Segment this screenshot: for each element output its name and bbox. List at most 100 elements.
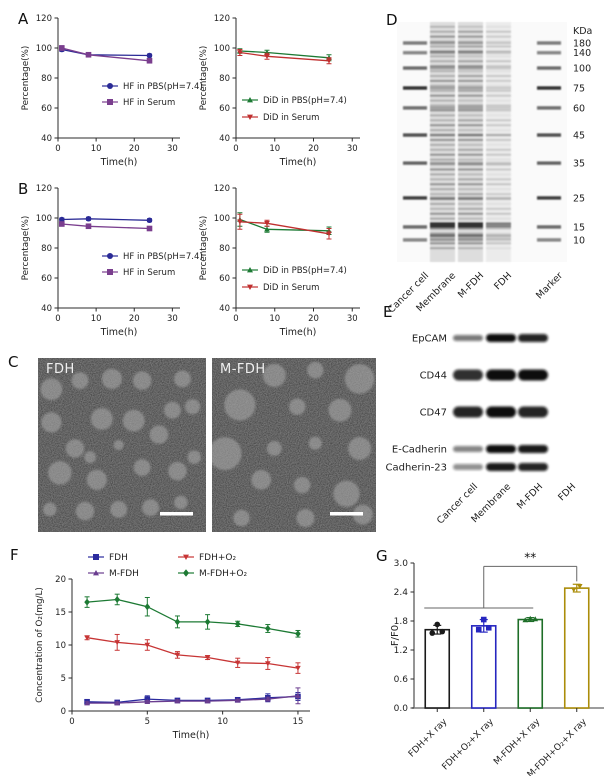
svg-text:20: 20: [55, 575, 66, 585]
svg-text:Time(h): Time(h): [100, 327, 138, 338]
svg-text:HF in PBS(pH=7.4): HF in PBS(pH=7.4): [123, 82, 203, 92]
svg-text:DiD in Serum: DiD in Serum: [263, 283, 319, 293]
svg-text:2.4: 2.4: [394, 588, 409, 598]
svg-text:FDH+O₂: FDH+O₂: [199, 553, 236, 563]
svg-text:40: 40: [219, 134, 230, 144]
svg-text:0: 0: [69, 717, 74, 727]
svg-text:40: 40: [41, 304, 52, 314]
svg-text:10: 10: [91, 144, 102, 154]
blot-row-cd44: CD44: [420, 369, 548, 382]
svg-text:Concentration of O₂(mg/L): Concentration of O₂(mg/L): [35, 587, 45, 703]
svg-text:80: 80: [219, 74, 230, 84]
axes: 0 10 20 30 40 60 80 100 120 Time(h) Percentage(%): [199, 14, 360, 168]
svg-text:1.8: 1.8: [394, 617, 409, 627]
svg-text:100: 100: [36, 214, 52, 224]
svg-text:120: 120: [214, 184, 230, 194]
svg-text:30: 30: [167, 144, 178, 154]
svg-text:1.2: 1.2: [394, 646, 408, 656]
svg-text:80: 80: [41, 244, 52, 254]
svg-text:Cadherin-23: Cadherin-23: [385, 463, 447, 474]
svg-text:0: 0: [55, 314, 60, 324]
legend: DiD in PBS(pH=7.4) DiD in Serum: [242, 266, 347, 293]
svg-text:FDH: FDH: [109, 553, 128, 563]
svg-text:140: 140: [573, 48, 591, 59]
panel-label-f: F: [10, 546, 19, 564]
chart-a-hf-stability: 0 10 20 30 40 60 80 100 120 Time(h) Percentage(%) H…: [21, 14, 203, 168]
series-hf-in-serum: [59, 45, 153, 64]
svg-text:40: 40: [41, 134, 52, 144]
blot-row-cd47: CD47: [420, 406, 548, 419]
blot-row-e-cadherin: E-Cadherin: [392, 445, 548, 456]
bar-fdh-x-ray: FDH+X ray: [407, 621, 451, 760]
svg-text:M-FDH: M-FDH: [515, 481, 545, 511]
chart-b-did-stability: 0 10 20 30 40 60 80 100 120 Time(h) Percentage(%) D…: [199, 184, 360, 338]
svg-text:3.0: 3.0: [394, 559, 409, 569]
svg-text:15: 15: [293, 717, 304, 727]
series-m-fdh: [84, 687, 301, 706]
svg-text:0: 0: [61, 707, 66, 717]
svg-text:EpCAM: EpCAM: [412, 334, 447, 345]
svg-text:180: 180: [573, 39, 591, 50]
series-did-in-serum: [237, 213, 332, 240]
svg-text:HF in Serum: HF in Serum: [123, 268, 175, 278]
svg-text:Percentage(%): Percentage(%): [199, 46, 209, 111]
svg-text:120: 120: [36, 184, 52, 194]
svg-text:10: 10: [269, 144, 280, 154]
svg-text:FDH: FDH: [556, 481, 578, 503]
svg-text:CD47: CD47: [420, 408, 447, 419]
svg-text:M-FDH+X ray: M-FDH+X ray: [492, 717, 543, 768]
western-blot-image: EpCAMCD44CD47E-CadherinCadherin-23Cancer…: [385, 334, 578, 527]
svg-text:Time(h): Time(h): [172, 730, 210, 741]
svg-text:Percentage(%): Percentage(%): [21, 46, 31, 111]
svg-text:20: 20: [308, 144, 319, 154]
svg-text:35: 35: [573, 159, 585, 170]
svg-text:10: 10: [91, 314, 102, 324]
series-m-fdh-o-: [84, 593, 301, 638]
svg-text:100: 100: [36, 44, 52, 54]
series-hf-in-pbs-ph-7-4-: [59, 215, 153, 224]
panel-label-b: B: [18, 180, 29, 198]
panel-label-c: C: [8, 353, 19, 371]
tem-title-fdh: FDH: [46, 362, 75, 377]
svg-text:CD44: CD44: [420, 371, 447, 382]
svg-text:E-Cadherin: E-Cadherin: [392, 445, 447, 456]
svg-text:0: 0: [55, 144, 60, 154]
svg-text:75: 75: [573, 84, 585, 95]
axes: 0 5 10 15 0 5 10 15 20 Time(h) Concentration of O₂…: [35, 575, 310, 741]
svg-text:Percentage(%): Percentage(%): [21, 216, 31, 281]
axes: 0 10 20 30 40 60 80 100 120 Time(h) Percentage(%): [21, 184, 180, 338]
bar-m-fdh-x-ray: M-FDH+X ray: [492, 615, 544, 768]
svg-text:DiD in Serum: DiD in Serum: [263, 113, 319, 123]
svg-text:FDH+X ray: FDH+X ray: [407, 717, 450, 760]
svg-text:80: 80: [41, 74, 52, 84]
svg-text:0.0: 0.0: [394, 704, 409, 714]
legend: HF in PBS(pH=7.4) HF in Serum: [102, 82, 203, 108]
svg-text:0.6: 0.6: [394, 675, 409, 685]
svg-text:100: 100: [214, 44, 230, 54]
svg-text:DiD in PBS(pH=7.4): DiD in PBS(pH=7.4): [263, 96, 347, 106]
svg-text:M-FDH: M-FDH: [109, 569, 139, 579]
svg-text:5: 5: [61, 674, 66, 684]
panel-label-e: E: [383, 303, 393, 321]
legend: DiD in PBS(pH=7.4) DiD in Serum: [242, 96, 347, 123]
svg-text:F/F0: F/F0: [390, 625, 401, 646]
svg-text:DiD in PBS(pH=7.4): DiD in PBS(pH=7.4): [263, 266, 347, 276]
svg-text:20: 20: [129, 314, 140, 324]
svg-text:20: 20: [308, 314, 319, 324]
svg-text:60: 60: [573, 103, 585, 114]
svg-text:FDH: FDH: [492, 270, 514, 292]
svg-text:30: 30: [347, 314, 358, 324]
panel-label-a: A: [18, 10, 29, 28]
svg-text:60: 60: [219, 274, 230, 284]
svg-text:120: 120: [214, 14, 230, 24]
chart-b-hf-stability: 0 10 20 30 40 60 80 100 120 Time(h) Percentage(%) H…: [21, 184, 203, 338]
svg-text:**: **: [524, 550, 536, 564]
series-hf-in-serum: [59, 221, 153, 232]
svg-text:20: 20: [129, 144, 140, 154]
svg-text:0: 0: [233, 314, 238, 324]
chart-f-oxygen-concentration: 0 5 10 15 0 5 10 15 20 Time(h) Concentration of O₂…: [35, 553, 310, 741]
gel-lanes: [403, 22, 561, 262]
svg-text:5: 5: [145, 717, 150, 727]
